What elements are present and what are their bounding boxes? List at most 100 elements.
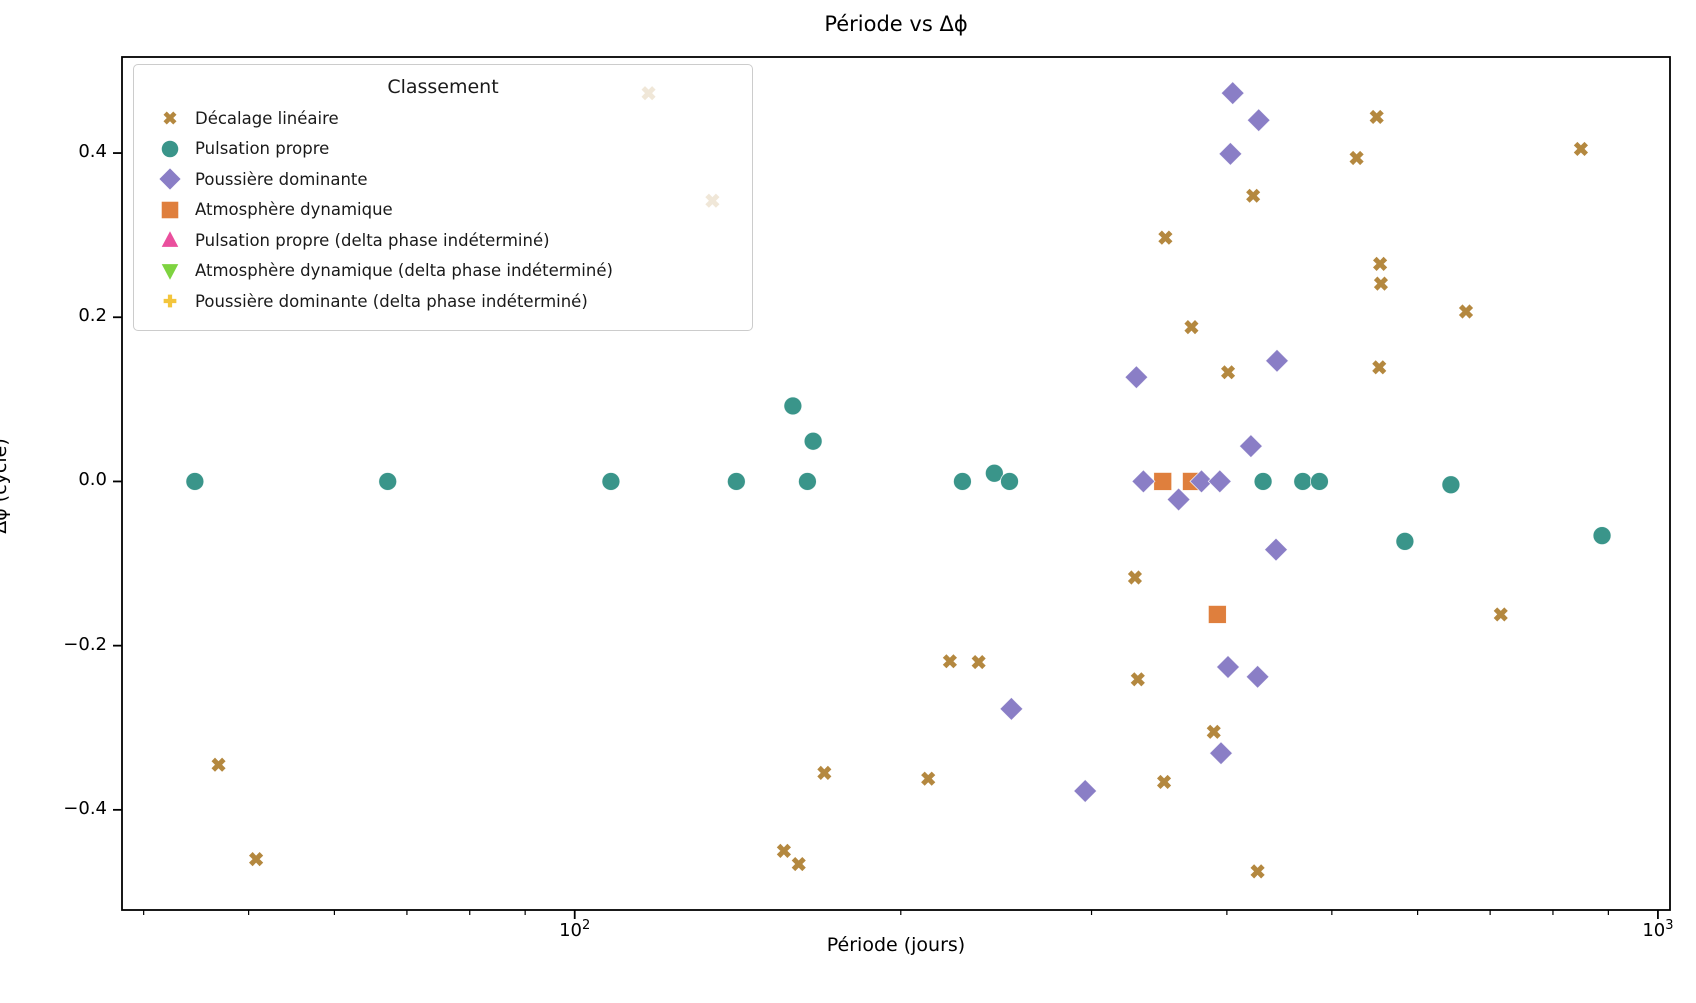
y-tick-label: 0.0 [78, 469, 107, 491]
data-point-x [1130, 672, 1145, 687]
data-point-diamond [1246, 108, 1271, 133]
data-point-x [1493, 607, 1508, 622]
data-point-x [1246, 188, 1261, 203]
data-point-diamond [1207, 469, 1232, 494]
legend-rows: Décalage linéaire Pulsation propre Poussiè… [134, 103, 752, 317]
data-point-circle [378, 472, 398, 491]
data-point-circle [1395, 531, 1415, 551]
y-tick-label: 0.2 [78, 305, 107, 327]
legend-marker-shape [161, 231, 179, 248]
data-point-diamond [1220, 81, 1245, 106]
y-tick-label: −0.4 [63, 797, 107, 819]
data-point-x [1373, 276, 1388, 291]
data-point-square [1207, 605, 1227, 624]
data-point-x [942, 654, 957, 669]
chart-title: Période vs Δϕ [824, 12, 968, 36]
data-point-diamond [1166, 487, 1191, 512]
data-point-circle [1310, 472, 1329, 491]
data-point-x [1573, 141, 1588, 156]
legend-marker-shape [161, 201, 179, 219]
data-point-x [1157, 774, 1172, 789]
data-point-diamond [1124, 365, 1149, 390]
square-legend-icon [161, 201, 179, 219]
data-point-diamond [1245, 664, 1270, 689]
triangle-up-legend-icon [161, 231, 179, 248]
data-point-diamond [1238, 434, 1263, 459]
data-point-x [211, 757, 226, 772]
x-legend-icon [163, 111, 177, 125]
y-tick-label: 0.4 [78, 141, 107, 163]
data-point-circle [798, 472, 817, 491]
data-point-x [1349, 150, 1364, 166]
data-point-x [1373, 256, 1388, 271]
data-point-diamond [999, 696, 1024, 721]
legend-box: Classement Décalage linéaire Pulsation pr… [133, 64, 753, 331]
data-point-x [1221, 365, 1236, 380]
data-point-x [817, 765, 832, 780]
data-point-diamond [1131, 469, 1156, 494]
data-point-x [921, 771, 936, 786]
data-point-circle [803, 431, 823, 451]
legend-entry-label: Pulsation propre [195, 139, 330, 159]
data-point-x [1127, 570, 1142, 585]
data-point-circle [601, 472, 621, 491]
data-point-circle [1592, 526, 1612, 546]
y-tick-label: −0.2 [63, 633, 107, 655]
triangle-down-legend-icon [161, 263, 179, 280]
data-point-x [1369, 109, 1384, 124]
legend-entry-label: Pulsation propre (delta phase indétermin… [195, 230, 550, 250]
data-point-circle [953, 472, 972, 491]
legend-entry-label: Poussière dominante (delta phase indéter… [195, 291, 588, 311]
legend-marker-shape [159, 168, 181, 190]
data-point-circle [726, 472, 746, 491]
data-point-x [1372, 360, 1387, 375]
legend-row: Décalage linéaire [134, 103, 752, 134]
data-point-x [1458, 304, 1474, 319]
data-point-diamond [1073, 778, 1098, 804]
data-point-x [249, 852, 264, 867]
data-point-diamond [1263, 537, 1289, 562]
y-axis-label: Δϕ (cycle) [0, 438, 11, 534]
data-point-circle [1000, 472, 1019, 491]
data-point-diamond [1264, 348, 1290, 373]
legend-marker-shape [163, 111, 177, 125]
data-point-x [971, 655, 986, 670]
diamond-legend-icon [159, 168, 181, 190]
data-point-x [1184, 320, 1199, 335]
legend-marker-shape [161, 263, 179, 280]
legend-row: Poussière dominante [134, 164, 752, 195]
x-tick-label: 103 [1642, 918, 1674, 941]
legend-title: Classement [387, 76, 499, 98]
legend-marker-shape [161, 140, 179, 158]
data-point-x [776, 843, 791, 858]
legend-entry-label: Atmosphère dynamique [195, 200, 393, 220]
data-point-diamond [1189, 469, 1214, 494]
data-point-circle [783, 396, 803, 416]
data-point-circle [1253, 472, 1273, 491]
data-point-diamond [1218, 141, 1243, 166]
data-point-x [1206, 724, 1221, 739]
data-point-circle [984, 463, 1004, 483]
circle-legend-icon [161, 140, 179, 158]
legend-row: Pulsation propre (delta phase indétermin… [134, 225, 752, 256]
legend-entry-label: Atmosphère dynamique (delta phase indéte… [195, 261, 613, 281]
data-point-circle [1441, 475, 1461, 495]
legend-row: Poussière dominante (delta phase indéter… [134, 286, 752, 317]
data-point-x [1250, 864, 1265, 879]
plus-legend-icon [163, 294, 177, 308]
legend-row: Pulsation propre [134, 134, 752, 165]
data-point-x [791, 857, 806, 872]
data-point-circle [1293, 472, 1313, 491]
data-point-diamond [1208, 741, 1234, 766]
x-tick-label: 102 [559, 918, 591, 941]
legend-entry-label: Poussière dominante [195, 169, 368, 189]
data-point-diamond [1215, 654, 1241, 680]
legend-row: Atmosphère dynamique (delta phase indéte… [134, 256, 752, 287]
data-point-square [1153, 472, 1173, 491]
legend-marker-shape [163, 294, 177, 308]
x-axis-label: Période (jours) [826, 934, 966, 956]
axes-spines [121, 56, 1671, 911]
data-point-x [1158, 230, 1173, 245]
